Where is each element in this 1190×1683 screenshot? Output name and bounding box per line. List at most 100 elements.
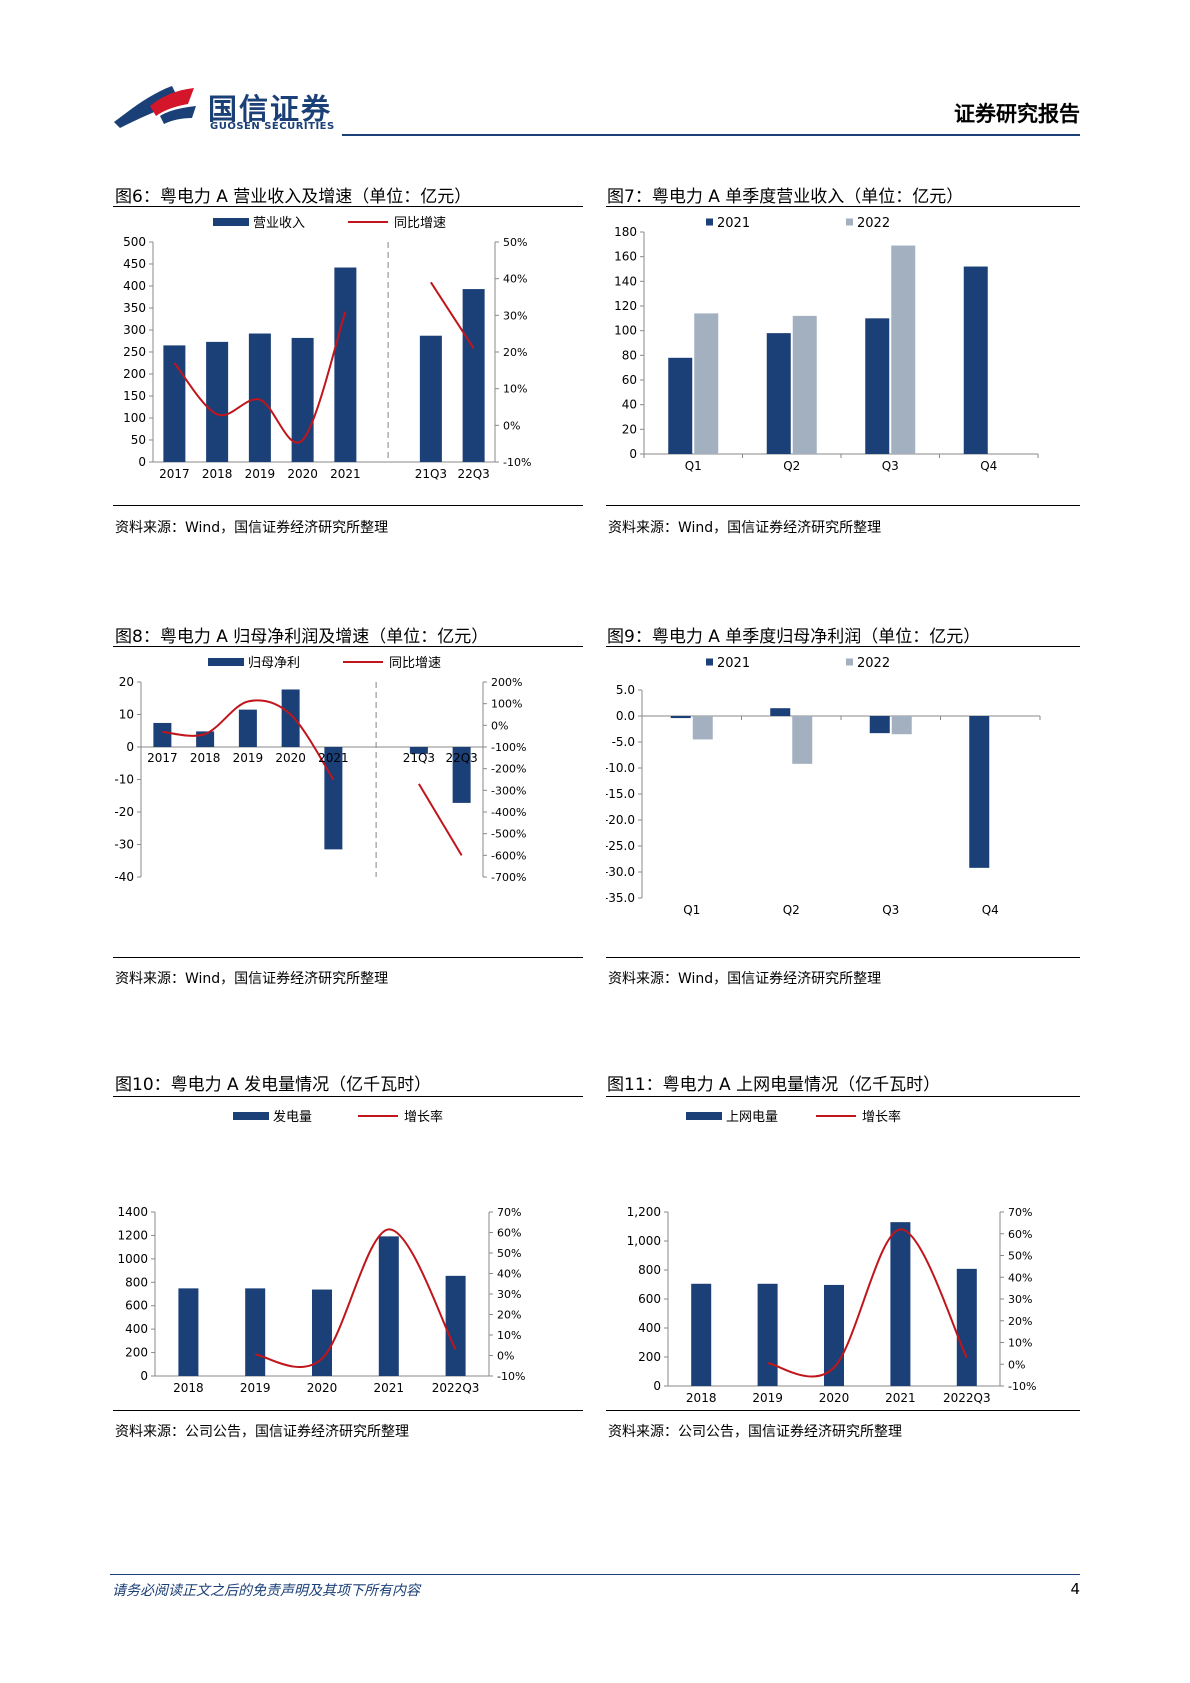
y-tick-label: 10	[119, 708, 134, 722]
legend-label: 增长率	[862, 1109, 901, 1125]
growth-line	[162, 699, 335, 781]
legend-label: 2021	[717, 656, 750, 671]
y-tick-label: 0	[140, 1369, 148, 1383]
bar-2022	[694, 313, 719, 454]
legend-label: 同比增速	[389, 656, 441, 671]
bar-上网电量	[691, 1283, 712, 1386]
x-tick-label: Q1	[685, 459, 702, 473]
x-tick-label: 2018	[173, 1381, 204, 1395]
y-tick-label: 0.0	[616, 709, 635, 723]
legend-label: 归母净利	[248, 656, 300, 671]
figure-source: 资料来源：Wind，国信证券经济研究所整理	[608, 971, 882, 987]
x-tick-label: 2020	[819, 1391, 850, 1405]
y2-tick-label: 0%	[503, 419, 520, 432]
legend-label: 增长率	[404, 1109, 443, 1125]
x-tick-label: 2019	[233, 751, 264, 765]
y-tick-label: 150	[123, 389, 146, 403]
y2-tick-label: 200%	[491, 676, 522, 689]
figure-source: 资料来源：Wind，国信证券经济研究所整理	[115, 971, 389, 987]
x-tick-label: 2018	[202, 467, 233, 481]
y2-tick-label: -10%	[497, 1370, 525, 1383]
y2-tick-label: 40%	[497, 1268, 521, 1281]
y-tick-label: 0	[653, 1379, 661, 1393]
y-tick-label: -20	[114, 805, 134, 819]
y2-tick-label: 50%	[497, 1247, 521, 1260]
y-tick-label: -35.0	[606, 891, 635, 905]
y2-tick-label: 30%	[1008, 1293, 1032, 1306]
bar-归母净利	[238, 709, 257, 747]
y2-tick-label: 40%	[503, 273, 527, 286]
bar-2021	[865, 318, 890, 454]
y2-tick-label: 50%	[1008, 1250, 1032, 1263]
y2-tick-label: 30%	[497, 1288, 521, 1301]
figure-rule	[606, 646, 1080, 647]
legend-label: 2021	[717, 216, 750, 231]
growth-line	[173, 311, 347, 444]
y2-tick-label: -600%	[491, 849, 526, 862]
figure-title: 图8：粤电力 A 归母净利润及增速（单位：亿元）	[115, 627, 489, 647]
revenue-chart: 0 50 100 150 200 250 300 350 400 450 500 -10% 0% 10% 2…	[123, 216, 531, 481]
legend-label: 2022	[857, 216, 890, 231]
y-tick-label: 200	[638, 1350, 661, 1364]
y-tick-label: -10	[114, 773, 134, 787]
x-tick-label: 2022Q3	[943, 1391, 991, 1405]
x-tick-label: 2020	[275, 751, 306, 765]
y-tick-label: 0	[629, 447, 637, 461]
y-tick-label: 1,200	[627, 1205, 661, 1219]
bar-归母净利	[153, 722, 172, 747]
x-tick-label: 22Q3	[445, 751, 477, 765]
disclaimer: 请务必阅读正文之后的免责声明及其项下所有内容	[112, 1583, 420, 1599]
x-tick-label: Q2	[783, 903, 800, 917]
y-tick-label: 400	[638, 1321, 661, 1335]
brand-name-en: GUOSEN SECURITIES	[210, 121, 335, 132]
y-tick-label: 350	[123, 301, 146, 315]
bar-2022	[891, 716, 912, 735]
bar-2021	[869, 716, 890, 734]
report-type: 证券研究报告	[954, 102, 1080, 126]
y-tick-label: 1000	[117, 1252, 148, 1266]
y-tick-label: -15.0	[606, 787, 635, 801]
y-tick-label: 80	[622, 348, 637, 362]
y2-tick-label: 10%	[1008, 1337, 1032, 1350]
y2-tick-label: 70%	[1008, 1206, 1032, 1219]
y2-tick-label: 0%	[491, 719, 508, 732]
legend-label: 2022	[857, 656, 890, 671]
legend-label: 上网电量	[726, 1110, 778, 1125]
x-tick-label: 2018	[190, 751, 221, 765]
bar-发电量	[178, 1288, 199, 1376]
legend-label: 同比增速	[394, 216, 446, 231]
figure-rule-bottom	[606, 1410, 1080, 1411]
figure-rule	[606, 1096, 1080, 1097]
y-tick-label: -30.0	[606, 865, 635, 879]
y-tick-label: 0	[138, 455, 146, 469]
figure-rule-bottom	[113, 957, 583, 958]
y-tick-label: 1400	[117, 1205, 148, 1219]
y2-tick-label: 60%	[497, 1227, 521, 1240]
y-tick-label: 200	[123, 367, 146, 381]
x-tick-label: 2022Q3	[432, 1381, 480, 1395]
bar-发电量	[445, 1275, 466, 1376]
legend-swatch	[706, 658, 713, 666]
net-profit-chart: -40 -30 -20 -10 0 10 20 -700% -600% -500% -400% -30…	[114, 656, 526, 884]
bar-营业收入	[291, 337, 314, 462]
y-tick-label: 450	[123, 257, 146, 271]
bar-2021	[963, 266, 988, 454]
figure-rule	[113, 206, 583, 207]
bar-发电量	[245, 1288, 266, 1376]
bar-营业收入	[206, 341, 229, 462]
x-tick-label: Q3	[882, 459, 899, 473]
y2-tick-label: -10%	[1008, 1380, 1036, 1393]
figure-title: 图10：粤电力 A 发电量情况（亿千瓦时）	[115, 1075, 432, 1095]
y2-tick-label: 50%	[503, 236, 527, 249]
x-tick-label: 2020	[287, 467, 318, 481]
y-tick-label: 0	[126, 740, 134, 754]
y-tick-label: -5.0	[612, 735, 635, 749]
x-tick-label: 2017	[159, 467, 190, 481]
figure-title: 图7：粤电力 A 单季度营业收入（单位：亿元）	[607, 187, 964, 207]
y2-tick-label: 0%	[497, 1350, 514, 1363]
y-tick-label: 250	[123, 345, 146, 359]
bar-上网电量	[757, 1283, 778, 1386]
bar-2022	[692, 716, 713, 740]
figure-rule-bottom	[113, 505, 583, 506]
x-tick-label: 22Q3	[457, 467, 489, 481]
